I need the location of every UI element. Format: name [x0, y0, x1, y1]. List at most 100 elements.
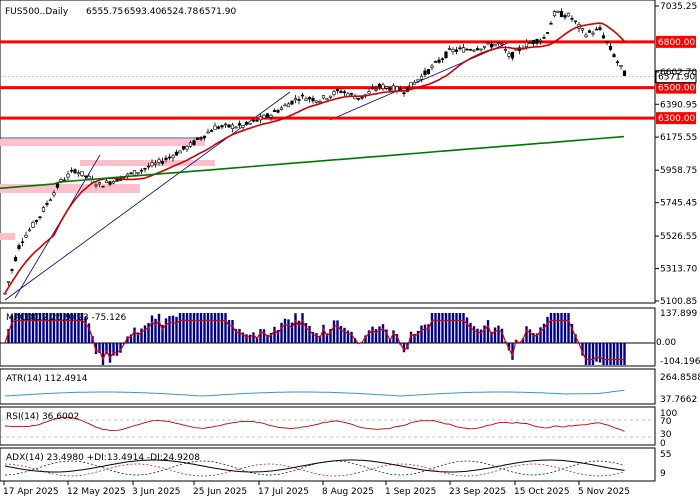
candle-body	[125, 173, 130, 177]
macd-bar	[63, 313, 66, 343]
candle-body	[479, 48, 483, 51]
candle-body	[496, 42, 501, 45]
candle-body	[143, 167, 147, 170]
level-label: 6800.00	[658, 38, 695, 48]
candle-body	[234, 126, 238, 129]
macd-bar	[325, 333, 329, 343]
x-axis-label: 12 May 2025	[67, 487, 126, 497]
rsi-label: RSI(14) 36.6002	[6, 412, 79, 422]
candle-body	[307, 97, 312, 100]
macd-bar	[52, 313, 56, 343]
macd-bar	[115, 343, 119, 356]
macd-bar	[241, 332, 245, 343]
macd-bar	[602, 343, 605, 365]
macd-bar	[234, 328, 238, 343]
macd-bar	[255, 337, 259, 343]
candle-body	[433, 61, 438, 63]
macd-bar	[280, 322, 283, 343]
chart-title: FUS500..Daily	[5, 7, 69, 17]
macd-bar	[395, 334, 399, 343]
candle-body	[601, 35, 606, 39]
rsi-panel	[0, 406, 656, 446]
candle-body	[367, 91, 371, 94]
support-zone	[0, 139, 205, 146]
candle-body	[286, 103, 291, 108]
macd-bar	[553, 313, 556, 343]
support-zone	[80, 160, 215, 166]
atr-panel	[0, 368, 656, 405]
candle-body	[192, 140, 196, 145]
candle-body	[94, 184, 98, 187]
candle-body	[461, 47, 466, 53]
macd-bar	[525, 326, 528, 343]
macd-bar	[595, 343, 598, 362]
candle-body	[356, 98, 361, 100]
macd-bar	[612, 343, 616, 365]
candle-body	[437, 59, 441, 63]
macd-bar	[598, 343, 602, 363]
candle-body	[514, 48, 518, 51]
macd-bar	[486, 320, 490, 343]
current-price-badge	[655, 70, 697, 84]
macd-bar	[10, 315, 14, 343]
macd-bar	[308, 326, 311, 343]
macd-bar	[521, 338, 525, 343]
candle-body	[440, 58, 445, 60]
macd-signal-line	[4, 319, 625, 362]
candle-body	[587, 30, 592, 33]
candle-body	[535, 39, 539, 44]
macd-bar	[455, 313, 458, 343]
candle-body	[384, 86, 389, 89]
macd-bar	[609, 343, 612, 365]
candle-body	[412, 81, 417, 85]
candle-body	[430, 65, 434, 68]
macd-bar	[136, 332, 140, 343]
macd-bar	[560, 313, 563, 343]
candle-body	[300, 94, 305, 97]
macd-bar	[367, 330, 371, 343]
candle-body	[563, 15, 567, 18]
candle-body	[325, 98, 329, 101]
macd-bar	[409, 331, 413, 343]
candle-body	[388, 88, 392, 91]
macd-bar	[290, 322, 294, 343]
candle-body	[111, 181, 116, 184]
candle-body	[73, 169, 77, 174]
macd-bar	[500, 328, 504, 343]
candle-body	[248, 122, 252, 125]
macd-bar	[192, 313, 196, 343]
macd-bar	[206, 313, 210, 343]
macd-bar	[59, 313, 63, 343]
support-zone	[0, 184, 140, 193]
level-badge	[656, 112, 696, 125]
x-axis-label: 23 Sep 2025	[449, 487, 506, 497]
candle-body	[209, 130, 214, 132]
ohlc-open: 6555.75	[86, 7, 123, 17]
macd-bar	[101, 343, 105, 365]
level-label: 6300.00	[658, 114, 695, 124]
candle-body	[76, 172, 81, 175]
candle-body	[83, 175, 88, 178]
macd-bar	[392, 330, 395, 343]
macd-bar	[129, 334, 133, 343]
candle-body	[444, 51, 448, 59]
candle-body	[416, 79, 420, 82]
macd-bar	[353, 338, 357, 343]
macd-bar	[483, 325, 486, 343]
adx-tick-1: 9	[660, 469, 666, 479]
candle-body	[475, 48, 480, 51]
macd-bar	[535, 333, 539, 343]
candle-body	[31, 222, 35, 228]
macd-bar	[178, 313, 182, 343]
macd-bar	[332, 320, 336, 343]
candle-body	[332, 91, 336, 95]
level-badge	[656, 35, 696, 48]
candle-body	[500, 43, 504, 46]
candle-body	[13, 257, 18, 262]
macd-bar	[297, 320, 301, 343]
candle-body	[129, 172, 133, 175]
x-axis-label: 25 Jun 2025	[193, 487, 247, 497]
candle-body	[230, 124, 235, 129]
x-axis-label: 3 Jun 2025	[132, 487, 180, 497]
macd-bar	[35, 313, 38, 343]
